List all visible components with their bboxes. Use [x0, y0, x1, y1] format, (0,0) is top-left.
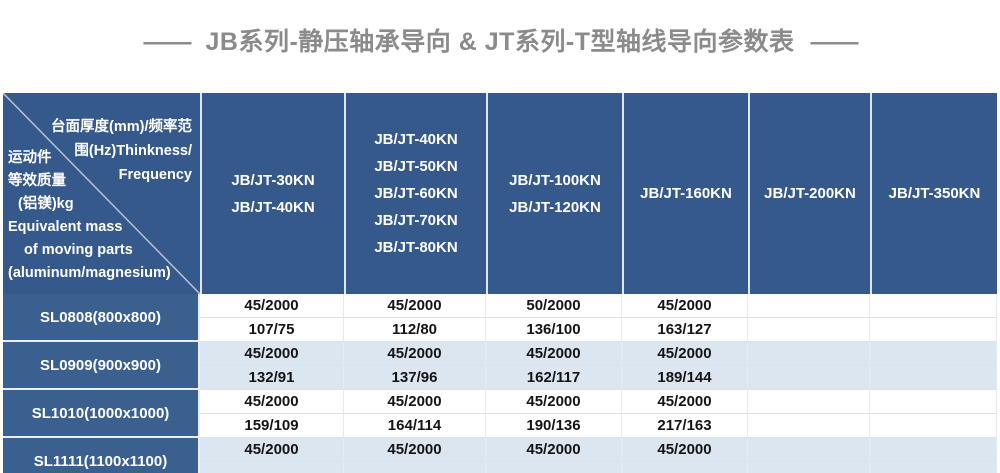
table-cell: [870, 294, 997, 318]
table-cell: [748, 366, 870, 390]
table-row: 45/2000 45/2000 45/2000 45/2000: [200, 342, 997, 366]
table-cell: 137/96: [344, 366, 486, 390]
table-cell: 45/2000: [344, 390, 486, 414]
table-cell: 164/114: [344, 414, 486, 438]
table-cell: [344, 462, 486, 473]
table-cell: 189/144: [622, 366, 748, 390]
column-header-jbjt-160kn: JB/JT-160KN: [622, 93, 748, 294]
table-cell: [486, 462, 622, 473]
table-cell: 107/75: [200, 318, 344, 342]
corner-bottom-left-text: 运动件 等效质量 (铝镁)kg Equivalent mass of movin…: [8, 150, 171, 281]
table-row-group-sl1010: SL1010(1000x1000) 45/2000 45/2000 45/200…: [3, 390, 997, 438]
table-cell: [748, 390, 870, 414]
table-row: 45/2000 45/2000 45/2000 45/2000: [200, 438, 997, 462]
table-corner-cell: 台面厚度(mm)/频率范 围(Hz)Thinkness/ Frequency 运…: [3, 93, 200, 294]
table-row-group-sl1111: SL1111(1100x1100) 45/2000 45/2000 45/200…: [3, 438, 997, 473]
table-cell: 45/2000: [200, 438, 344, 462]
table-row-group-sl0909: SL0909(900x900) 45/2000 45/2000 45/2000 …: [3, 342, 997, 390]
table-cell: [870, 366, 997, 390]
table-row-group-sl0808: SL0808(800x800) 45/2000 45/2000 50/2000 …: [3, 294, 997, 342]
column-header-jbjt-350kn: JB/JT-350KN: [870, 93, 997, 294]
table-cell: [200, 462, 344, 473]
table-row: 107/75 112/80 136/100 163/127: [200, 318, 997, 342]
table-cell: 45/2000: [622, 390, 748, 414]
table-cell: 45/2000: [200, 342, 344, 366]
row-label: SL0808(800x800): [3, 294, 200, 342]
table-row: 45/2000 45/2000 45/2000 45/2000: [200, 390, 997, 414]
table-cell: [748, 462, 870, 473]
table-cell: 159/109: [200, 414, 344, 438]
table-row: 159/109 164/114 190/136 217/163: [200, 414, 997, 438]
page-title: —— JB系列-静压轴承导向 & JT系列-T型轴线导向参数表 ——: [0, 22, 1000, 58]
table-cell: [870, 438, 997, 462]
table-cell: 45/2000: [200, 390, 344, 414]
table-cell: [870, 414, 997, 438]
table-cell: 45/2000: [622, 342, 748, 366]
table-cell: 45/2000: [486, 390, 622, 414]
parameters-table: 台面厚度(mm)/频率范 围(Hz)Thinkness/ Frequency 运…: [3, 93, 997, 473]
table-cell: 45/2000: [622, 438, 748, 462]
table-cell: 132/91: [200, 366, 344, 390]
table-cell: 45/2000: [344, 438, 486, 462]
table-cell: 50/2000: [486, 294, 622, 318]
table-cell: [622, 462, 748, 473]
table-cell: 190/136: [486, 414, 622, 438]
table-row: 132/91 137/96 162/117 189/144: [200, 366, 997, 390]
table-cell: 45/2000: [200, 294, 344, 318]
diagonal-divider-line: [3, 93, 200, 294]
table-cell: 45/2000: [344, 342, 486, 366]
column-header-jbjt-40-80kn: JB/JT-40KN JB/JT-50KN JB/JT-60KN JB/JT-7…: [344, 93, 486, 294]
table-cell: 45/2000: [622, 294, 748, 318]
row-label: SL1111(1100x1100): [3, 438, 200, 473]
table-cell: [748, 294, 870, 318]
table-cell: [870, 318, 997, 342]
table-cell: [870, 342, 997, 366]
table-cell: 162/117: [486, 366, 622, 390]
table-row: [200, 462, 997, 473]
title-right-dash: ——: [810, 28, 859, 56]
table-cell: 163/127: [622, 318, 748, 342]
table-cell: [870, 462, 997, 473]
table-cell: [748, 438, 870, 462]
corner-top-right-text: 台面厚度(mm)/频率范 围(Hz)Thinkness/ Frequency: [51, 119, 192, 183]
table-cell: 45/2000: [344, 294, 486, 318]
table-cell: 45/2000: [486, 438, 622, 462]
table-cell: [748, 414, 870, 438]
column-header-jbjt-200kn: JB/JT-200KN: [748, 93, 870, 294]
title-left-dash: ——: [143, 28, 191, 56]
page-title-text: JB系列-静压轴承导向 & JT系列-T型轴线导向参数表: [205, 28, 795, 56]
table-row: 45/2000 45/2000 50/2000 45/2000: [200, 294, 997, 318]
table-cell: [748, 318, 870, 342]
table-header-row: 台面厚度(mm)/频率范 围(Hz)Thinkness/ Frequency 运…: [3, 93, 997, 294]
row-label: SL1010(1000x1000): [3, 390, 200, 438]
table-cell: 217/163: [622, 414, 748, 438]
column-header-jbjt-30-40kn: JB/JT-30KN JB/JT-40KN: [200, 93, 344, 294]
table-cell: 45/2000: [486, 342, 622, 366]
column-header-jbjt-100-120kn: JB/JT-100KN JB/JT-120KN: [486, 93, 622, 294]
table-cell: 112/80: [344, 318, 486, 342]
row-label: SL0909(900x900): [3, 342, 200, 390]
table-cell: 136/100: [486, 318, 622, 342]
table-cell: [748, 342, 870, 366]
table-cell: [870, 390, 997, 414]
